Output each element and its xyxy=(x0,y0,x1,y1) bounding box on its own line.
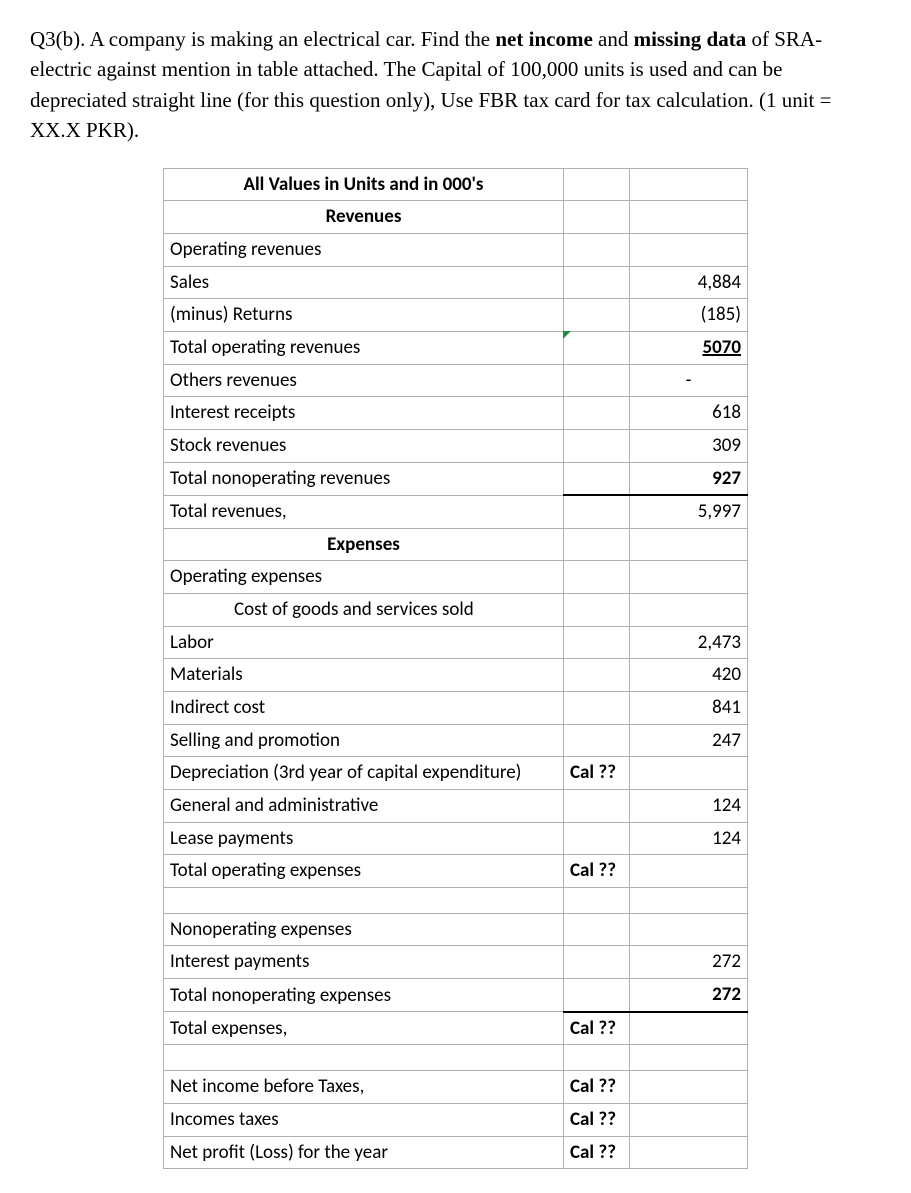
lease-value: 124 xyxy=(630,822,748,855)
selling-value: 247 xyxy=(630,724,748,757)
total-rev-label: Total revenues, xyxy=(164,495,564,528)
total-op-rev-label: Total operating revenues xyxy=(164,331,564,364)
genadmin-label: General and administrative xyxy=(164,789,564,822)
cell-empty xyxy=(630,1071,748,1104)
cell-empty xyxy=(564,462,630,495)
total-nonop-rev-value: 927 xyxy=(630,462,748,495)
cell-empty xyxy=(564,234,630,267)
cell-empty xyxy=(564,659,630,692)
indirect-label: Indirect cost xyxy=(164,692,564,725)
sales-label: Sales xyxy=(164,266,564,299)
tax-cal: Cal ?? xyxy=(564,1104,630,1137)
income-statement-table: All Values in Units and in 000's Revenue… xyxy=(163,168,748,1170)
cell-empty xyxy=(564,946,630,979)
cell-empty xyxy=(630,168,748,201)
question-text: Q3(b). A company is making an electrical… xyxy=(30,24,881,146)
total-exp-label: Total expenses, xyxy=(164,1012,564,1045)
interest-pay-value: 272 xyxy=(630,946,748,979)
q-prefix: Q3(b). A company is making an electrical… xyxy=(30,27,495,51)
total-op-exp-label: Total operating expenses xyxy=(164,855,564,888)
depreciation-label: Depreciation (3rd year of capital expend… xyxy=(164,757,564,790)
q-bold1: net income xyxy=(495,27,592,51)
cell-marker xyxy=(564,331,630,364)
cell-empty xyxy=(564,299,630,332)
cell-empty xyxy=(630,913,748,946)
table-header-all-values: All Values in Units and in 000's xyxy=(164,168,564,201)
cell-empty xyxy=(564,979,630,1012)
operating-expenses-header: Operating expenses xyxy=(164,561,564,594)
indirect-value: 841 xyxy=(630,692,748,725)
depreciation-cal: Cal ?? xyxy=(564,757,630,790)
total-nonop-exp-value: 272 xyxy=(630,979,748,1012)
cell-empty xyxy=(564,822,630,855)
total-op-rev-value: 5070 xyxy=(630,331,748,364)
cell-empty xyxy=(630,201,748,234)
cell-empty xyxy=(564,528,630,561)
cell-empty xyxy=(564,561,630,594)
cell-empty xyxy=(630,1136,748,1169)
cogs-header: Cost of goods and services sold xyxy=(164,594,564,627)
netprofit-label: Net profit (Loss) for the year xyxy=(164,1136,564,1169)
tax-label: Incomes taxes xyxy=(164,1104,564,1137)
cell-empty xyxy=(630,594,748,627)
nonop-exp-header: Nonoperating expenses xyxy=(164,913,564,946)
stock-rev-value: 309 xyxy=(630,429,748,462)
cell-empty xyxy=(564,201,630,234)
operating-revenues-header: Operating revenues xyxy=(164,234,564,267)
cell-empty xyxy=(630,757,748,790)
cell-empty xyxy=(564,168,630,201)
empty-row xyxy=(164,887,564,913)
materials-label: Materials xyxy=(164,659,564,692)
cell-empty xyxy=(564,594,630,627)
interest-receipts-label: Interest receipts xyxy=(164,397,564,430)
others-rev-value: - xyxy=(630,364,748,397)
interest-receipts-value: 618 xyxy=(630,397,748,430)
total-op-exp-cal: Cal ?? xyxy=(564,855,630,888)
materials-value: 420 xyxy=(630,659,748,692)
labor-value: 2,473 xyxy=(630,626,748,659)
cell-empty xyxy=(564,789,630,822)
cell-empty xyxy=(630,887,748,913)
labor-label: Labor xyxy=(164,626,564,659)
returns-value: (185) xyxy=(630,299,748,332)
stock-rev-label: Stock revenues xyxy=(164,429,564,462)
total-rev-value: 5,997 xyxy=(630,495,748,528)
q-bold2: missing data xyxy=(634,27,747,51)
total-nonop-rev-label: Total nonoperating revenues xyxy=(164,462,564,495)
cell-empty xyxy=(564,266,630,299)
cell-empty xyxy=(630,234,748,267)
cell-empty xyxy=(630,561,748,594)
cell-empty xyxy=(564,1045,630,1071)
cell-empty xyxy=(630,1012,748,1045)
interest-pay-label: Interest payments xyxy=(164,946,564,979)
cell-empty xyxy=(564,913,630,946)
cell-empty xyxy=(630,1104,748,1137)
nibt-label: Net income before Taxes, xyxy=(164,1071,564,1104)
total-exp-cal: Cal ?? xyxy=(564,1012,630,1045)
cell-empty xyxy=(564,626,630,659)
section-revenues: Revenues xyxy=(164,201,564,234)
cell-empty xyxy=(564,724,630,757)
cell-empty xyxy=(564,397,630,430)
cell-empty xyxy=(564,364,630,397)
q-mid1: and xyxy=(593,27,634,51)
cell-empty xyxy=(564,692,630,725)
selling-label: Selling and promotion xyxy=(164,724,564,757)
sales-value: 4,884 xyxy=(630,266,748,299)
section-expenses: Expenses xyxy=(164,528,564,561)
nibt-cal: Cal ?? xyxy=(564,1071,630,1104)
cell-empty xyxy=(630,1045,748,1071)
empty-row xyxy=(164,1045,564,1071)
cell-empty xyxy=(564,887,630,913)
netprofit-cal: Cal ?? xyxy=(564,1136,630,1169)
genadmin-value: 124 xyxy=(630,789,748,822)
cell-empty xyxy=(564,429,630,462)
cell-empty xyxy=(630,855,748,888)
total-nonop-exp-label: Total nonoperating expenses xyxy=(164,979,564,1012)
cell-empty xyxy=(630,528,748,561)
lease-label: Lease payments xyxy=(164,822,564,855)
cell-empty xyxy=(564,495,630,528)
others-rev-label: Others revenues xyxy=(164,364,564,397)
returns-label: (minus) Returns xyxy=(164,299,564,332)
